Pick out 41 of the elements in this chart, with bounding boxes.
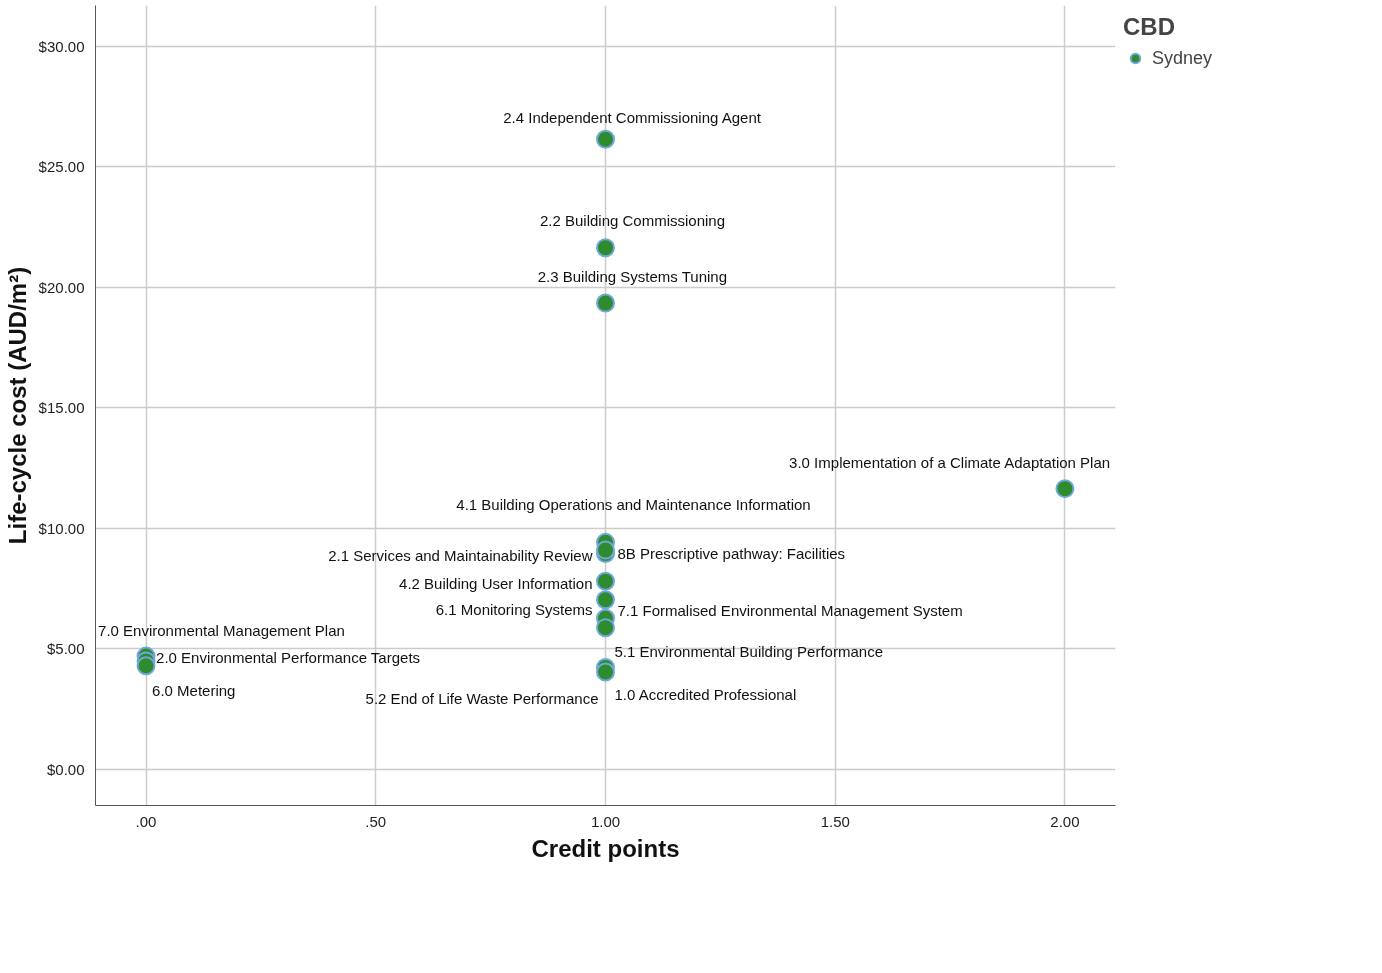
annotation: 3.0 Implementation of a Climate Adaptation Plan [789, 454, 1111, 472]
annotation: 4.1 Building Operations and Maintenance Information [456, 495, 811, 513]
x-tick-label: .00 [135, 812, 157, 830]
annotation: 2.3 Building Systems Tuning [537, 267, 728, 285]
point [596, 571, 615, 591]
annotation: 1.0 Accredited Professional [614, 685, 797, 703]
x-tick-label: 2.00 [1050, 812, 1080, 830]
annotation: 2.0 Environmental Performance Targets [156, 649, 421, 667]
y-tick-label: $5.00 [46, 640, 85, 658]
point [1055, 479, 1075, 499]
legend-label: Sydney [1152, 47, 1213, 69]
annotation: 2.4 Independent Commissioning Agent [503, 108, 762, 126]
point [596, 129, 615, 149]
x-axis-title: Credit points [531, 834, 680, 862]
annotation: 6.1 Monitoring Systems [435, 601, 593, 619]
annotation: 5.1 Environmental Building Performance [614, 643, 883, 661]
y-axis-title: Life-cycle cost (AUD/m²) [3, 266, 31, 545]
annotation: 2.2 Building Commissioning [539, 212, 726, 230]
point [596, 293, 615, 313]
annotation: 7.1 Formalised Environmental Management System [617, 601, 963, 619]
y-tick-label: $15.00 [38, 399, 85, 417]
annotation: 4.2 Building User Information [399, 574, 593, 592]
point [596, 662, 615, 682]
x-tick-label: 1.00 [590, 812, 621, 830]
point [596, 618, 615, 638]
annotation: 2.1 Services and Maintainability Review [328, 546, 593, 564]
x-tick-label: .50 [365, 812, 387, 830]
annotation: 7.0 Environmental Management Plan [98, 621, 345, 639]
y-tick-label: $0.00 [46, 760, 85, 778]
legend-title: CBD [1123, 13, 1176, 41]
y-tick-label: $10.00 [38, 519, 85, 537]
x-tick-label: 1.50 [820, 812, 850, 830]
point [596, 590, 615, 610]
annotation: 6.0 Metering [152, 682, 236, 700]
y-tick-label: $30.00 [38, 37, 85, 55]
point [136, 656, 156, 676]
annotation: 5.2 End of Life Waste Performance [365, 689, 599, 707]
annotation: 8B Prescriptive pathway: Facilities [617, 544, 846, 562]
point [596, 238, 615, 258]
y-tick-label: $25.00 [38, 158, 85, 176]
y-tick-label: $20.00 [38, 278, 85, 296]
